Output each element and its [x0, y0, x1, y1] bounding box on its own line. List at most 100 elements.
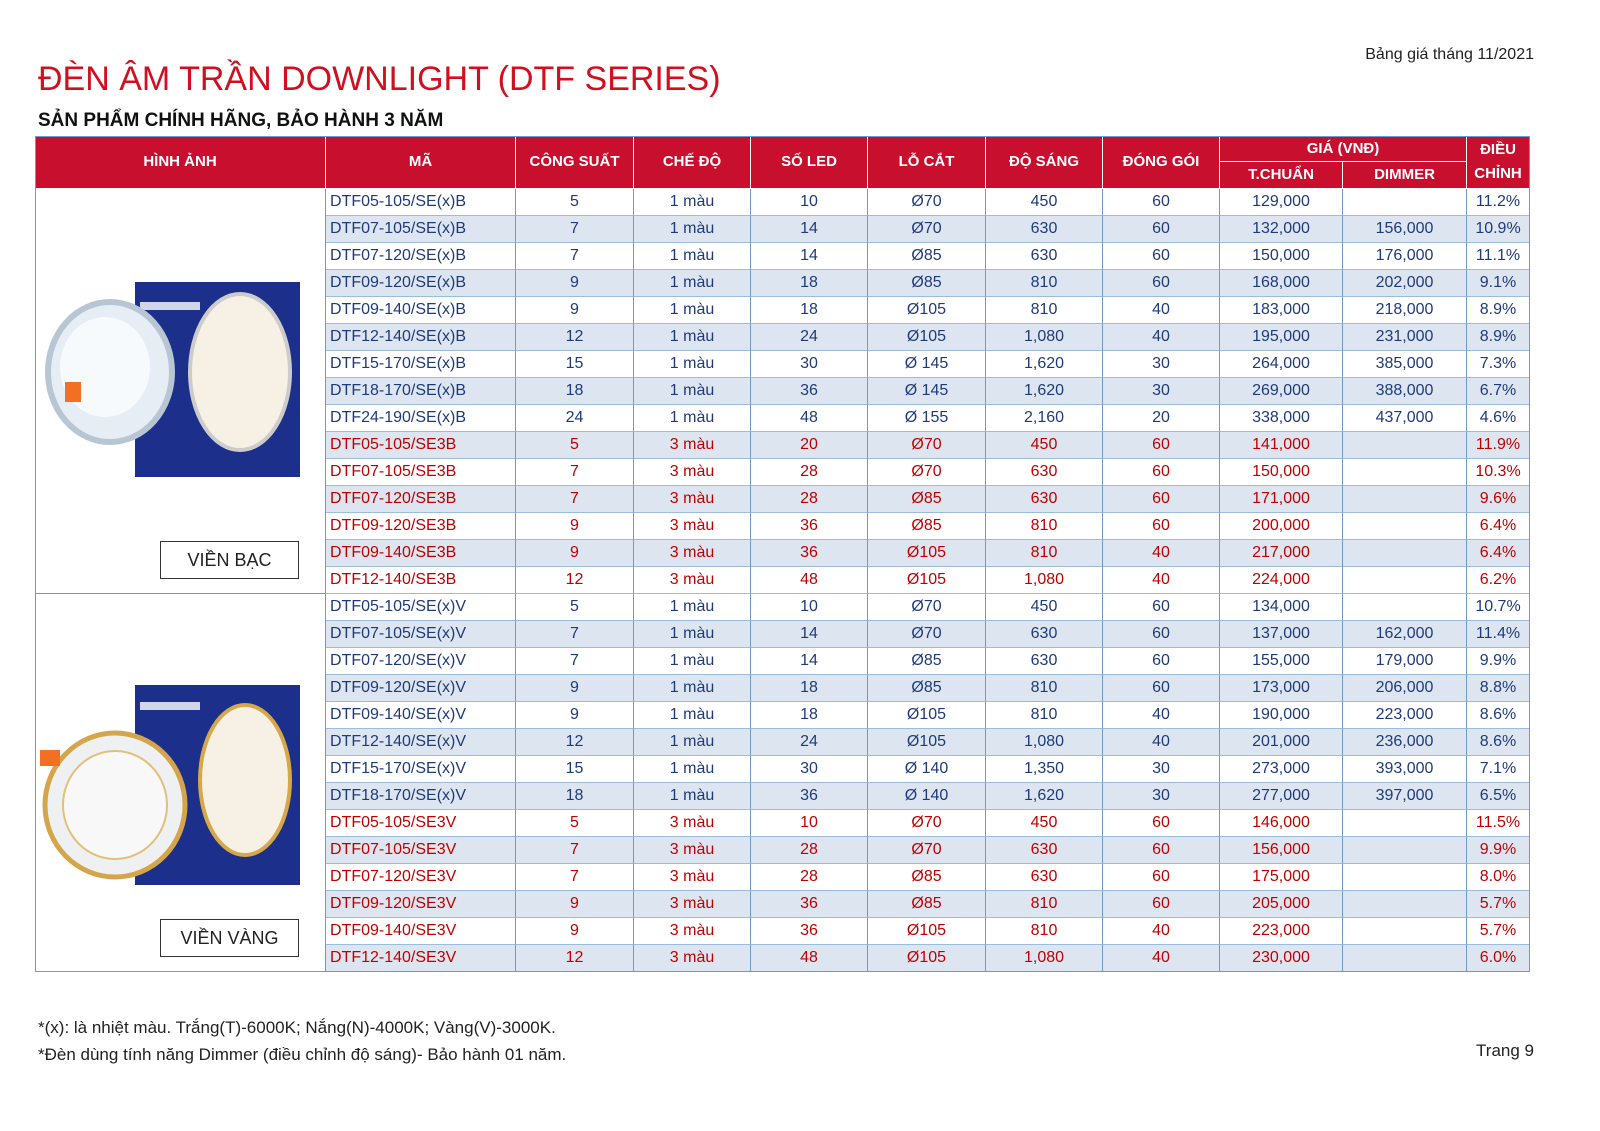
product-code: DTF07-120/SE3V — [326, 864, 516, 891]
table-cell: Ø70 — [868, 810, 986, 837]
product-code: DTF07-105/SE(x)V — [326, 621, 516, 648]
table-cell: Ø85 — [868, 675, 986, 702]
product-code: DTF18-170/SE(x)V — [326, 783, 516, 810]
table-cell: 7 — [516, 486, 634, 513]
table-cell: Ø 145 — [868, 378, 986, 405]
product-code: DTF09-120/SE(x)V — [326, 675, 516, 702]
table-cell — [1343, 540, 1467, 567]
table-cell: 7 — [516, 837, 634, 864]
table-cell: 230,000 — [1220, 945, 1343, 972]
product-code: DTF09-120/SE(x)B — [326, 270, 516, 297]
product-code: DTF09-140/SE3B — [326, 540, 516, 567]
table-cell: 60 — [1103, 891, 1220, 918]
table-cell: 40 — [1103, 702, 1220, 729]
table-cell: 9 — [516, 891, 634, 918]
table-cell: 1 màu — [634, 378, 751, 405]
table-cell: 630 — [986, 864, 1103, 891]
table-cell: 60 — [1103, 189, 1220, 216]
table-cell: Ø85 — [868, 648, 986, 675]
table-cell: 129,000 — [1220, 189, 1343, 216]
table-cell: 18 — [516, 378, 634, 405]
table-cell: 132,000 — [1220, 216, 1343, 243]
table-cell: 24 — [751, 324, 868, 351]
table-cell: 7 — [516, 648, 634, 675]
table-cell: Ø70 — [868, 594, 986, 621]
column-header: DIMMER — [1343, 162, 1467, 189]
table-cell: 36 — [751, 513, 868, 540]
lamp-inner — [60, 317, 150, 417]
table-cell: 11.2% — [1467, 189, 1530, 216]
table-cell: 810 — [986, 675, 1103, 702]
table-cell: 18 — [516, 783, 634, 810]
table-cell: 1,620 — [986, 351, 1103, 378]
table-cell: 1 màu — [634, 405, 751, 432]
table-cell: 3 màu — [634, 864, 751, 891]
table-cell: 1,080 — [986, 567, 1103, 594]
table-cell: 195,000 — [1220, 324, 1343, 351]
product-code: DTF12-140/SE(x)B — [326, 324, 516, 351]
table-cell: 231,000 — [1343, 324, 1467, 351]
column-header: LỖ CẮT — [868, 136, 986, 189]
table-cell: 168,000 — [1220, 270, 1343, 297]
table-cell: 30 — [1103, 756, 1220, 783]
table-cell: 1,080 — [986, 729, 1103, 756]
table-cell: 810 — [986, 270, 1103, 297]
table-cell: 12 — [516, 324, 634, 351]
table-cell: 134,000 — [1220, 594, 1343, 621]
table-cell: 40 — [1103, 918, 1220, 945]
table-cell: 1 màu — [634, 648, 751, 675]
table-cell: 60 — [1103, 216, 1220, 243]
column-header: GIÁ (VNĐ) — [1220, 136, 1467, 162]
table-cell: 1 màu — [634, 675, 751, 702]
table-cell: 60 — [1103, 648, 1220, 675]
table-cell: 1 màu — [634, 189, 751, 216]
table-cell — [1343, 864, 1467, 891]
table-cell: Ø105 — [868, 567, 986, 594]
product-code: DTF24-190/SE(x)B — [326, 405, 516, 432]
table-cell: 450 — [986, 432, 1103, 459]
table-cell: 10 — [751, 594, 868, 621]
table-cell: 5.7% — [1467, 918, 1530, 945]
product-code: DTF12-140/SE(x)V — [326, 729, 516, 756]
table-cell: 171,000 — [1220, 486, 1343, 513]
table-cell: 1,350 — [986, 756, 1103, 783]
table-cell: Ø105 — [868, 324, 986, 351]
table-cell: 18 — [751, 702, 868, 729]
table-cell: 18 — [751, 675, 868, 702]
table-cell: 48 — [751, 945, 868, 972]
table-cell: 183,000 — [1220, 297, 1343, 324]
table-cell: 205,000 — [1220, 891, 1343, 918]
table-cell: 190,000 — [1220, 702, 1343, 729]
table-cell: 6.4% — [1467, 513, 1530, 540]
table-cell: 30 — [751, 351, 868, 378]
table-cell: 36 — [751, 891, 868, 918]
table-cell — [1343, 945, 1467, 972]
table-cell: 8.8% — [1467, 675, 1530, 702]
lamp-inner — [62, 750, 168, 860]
table-cell: Ø70 — [868, 837, 986, 864]
table-cell: 630 — [986, 216, 1103, 243]
price-table: HÌNH ẢNH MÃ CÔNG SUẤT CHẾ ĐỘ SỐ LED LỖ CẮT ĐỘ … — [35, 136, 1530, 972]
table-cell: 4.6% — [1467, 405, 1530, 432]
table-cell: 1,620 — [986, 783, 1103, 810]
table-cell: 630 — [986, 486, 1103, 513]
table-cell: 3 màu — [634, 486, 751, 513]
table-cell: 12 — [516, 945, 634, 972]
title: ĐÈN ÂM TRẦN DOWNLIGHT (DTF SERIES) — [38, 60, 721, 98]
table-cell: 20 — [751, 432, 868, 459]
table-cell: 7 — [516, 243, 634, 270]
table-cell: Ø 140 — [868, 756, 986, 783]
table-cell: 8.9% — [1467, 324, 1530, 351]
table-cell: 8.9% — [1467, 297, 1530, 324]
table-cell: 277,000 — [1220, 783, 1343, 810]
table-cell: 60 — [1103, 837, 1220, 864]
table-cell: 40 — [1103, 297, 1220, 324]
table-cell: 3 màu — [634, 945, 751, 972]
table-cell: 6.0% — [1467, 945, 1530, 972]
table-cell: Ø70 — [868, 432, 986, 459]
table-cell: 175,000 — [1220, 864, 1343, 891]
table-cell: 201,000 — [1220, 729, 1343, 756]
table-cell: 28 — [751, 837, 868, 864]
